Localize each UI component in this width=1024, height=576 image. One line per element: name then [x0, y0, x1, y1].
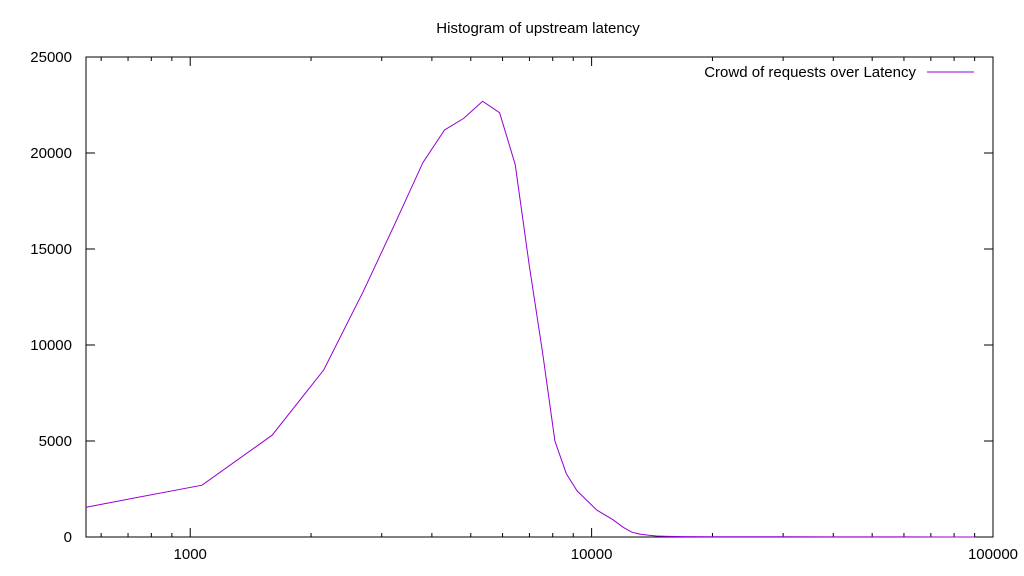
- y-tick-label: 10000: [30, 337, 72, 354]
- series-line-0: [85, 100, 975, 538]
- y-tick-label: 25000: [30, 49, 72, 66]
- chart-title: Histogram of upstream latency: [436, 20, 640, 37]
- legend-label: Crowd of requests over Latency: [704, 64, 916, 81]
- y-tick-label: 20000: [30, 145, 72, 162]
- axes: [85, 56, 994, 538]
- y-tick-label: 15000: [30, 241, 72, 258]
- x-tick-label: 10000: [571, 546, 613, 563]
- y-tick-label: 5000: [39, 433, 72, 450]
- y-tick-label: 0: [64, 529, 72, 546]
- plot-border: [85, 56, 994, 538]
- x-tick-label: 100000: [968, 546, 1018, 563]
- x-tick-label: 1000: [174, 546, 207, 563]
- series-layer: [85, 100, 975, 538]
- ticks: 0 5000 10000 15000 20000 25000 1000 10000 100000: [30, 49, 1018, 563]
- legend: Crowd of requests over Latency: [704, 64, 974, 81]
